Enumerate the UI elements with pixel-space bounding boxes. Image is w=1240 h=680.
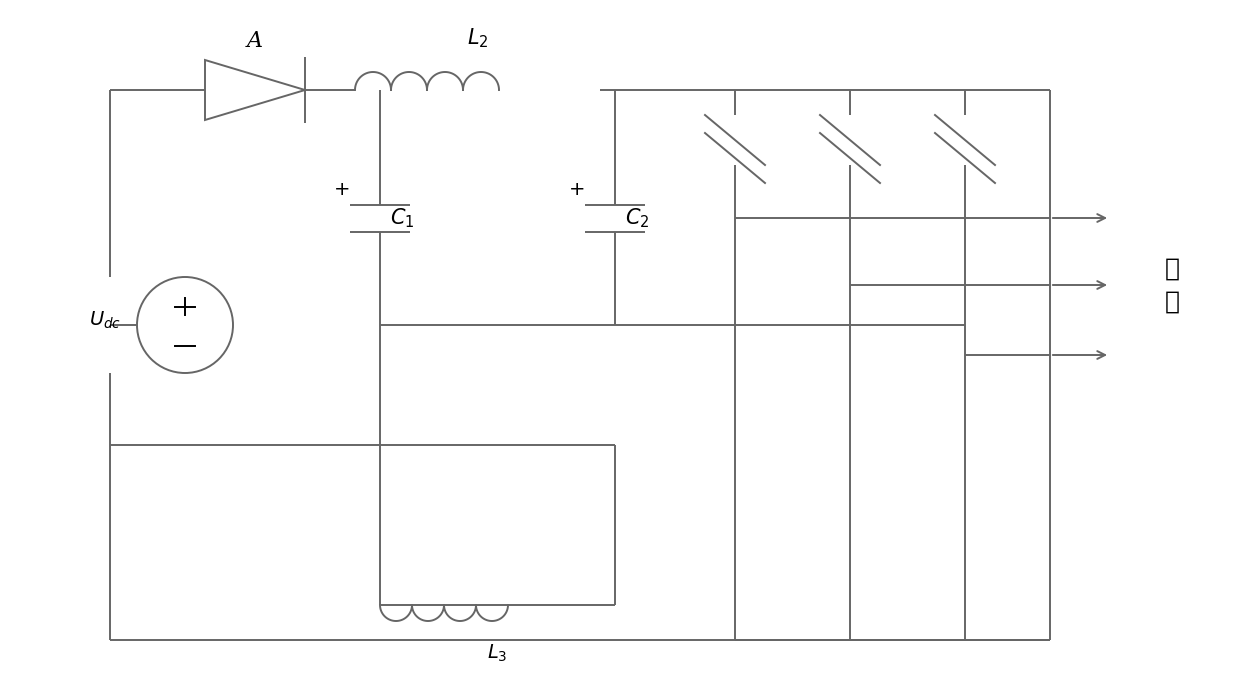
Polygon shape: [205, 60, 305, 120]
Text: 负
载: 负 载: [1164, 256, 1179, 313]
Text: +: +: [569, 180, 585, 199]
Text: $C_1$: $C_1$: [391, 207, 414, 231]
Text: $C_2$: $C_2$: [625, 207, 650, 231]
Text: $L_2$: $L_2$: [466, 27, 489, 50]
Text: $L_3$: $L_3$: [487, 643, 507, 664]
Text: A: A: [247, 30, 263, 52]
Text: +: +: [334, 180, 350, 199]
Text: $U_{dc}$: $U_{dc}$: [89, 309, 122, 330]
